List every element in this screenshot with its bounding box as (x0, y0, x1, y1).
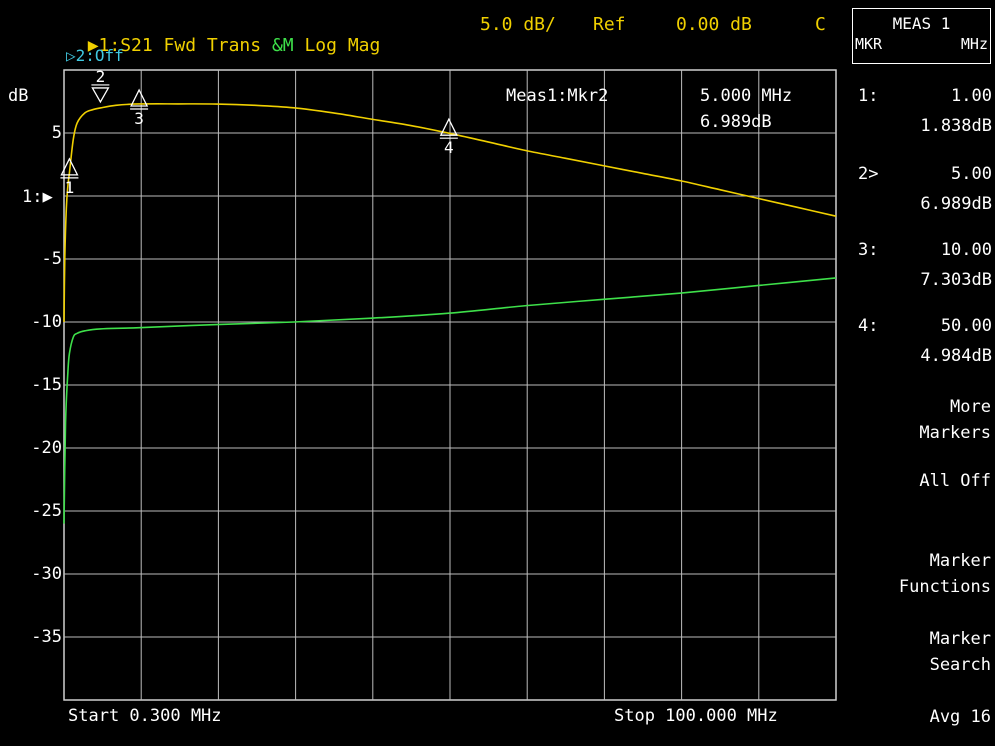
ref-level-indicator: 1:▶ (22, 187, 53, 207)
active-marker-freq: 5.000 MHz (700, 86, 793, 106)
trace1-format: Log Mag (304, 35, 381, 56)
y-tick-label: -5 (41, 249, 62, 269)
memory-trace-line (63, 277, 837, 524)
marker-1-flag: 1 (60, 157, 79, 197)
y-tick-label: 5 (51, 123, 62, 143)
y-unit-label: dB (8, 86, 29, 106)
meas-title: MEAS 1 (892, 14, 951, 33)
marker-3-flag: 3 (130, 88, 149, 128)
marker-freq: 5.00 (951, 164, 992, 184)
marker-value: 1.838dB (920, 116, 992, 136)
marker-row-2[interactable]: 2> 5.00 6.989dB (858, 164, 992, 224)
stop-frequency[interactable]: Stop 100.000 MHz (614, 706, 778, 726)
ref-label: Ref (593, 14, 626, 35)
start-frequency[interactable]: Start 0.300 MHz (68, 706, 222, 726)
y-tick-label: -35 (31, 627, 62, 647)
coupling-indicator: C (815, 14, 826, 35)
mhz-column-label: MHz (960, 35, 988, 53)
marker-value: 7.303dB (920, 270, 992, 290)
softkey-line1: Marker (929, 629, 991, 649)
marker-row-4[interactable]: 4: 50.00 4.984dB (858, 316, 992, 376)
y-tick-label: -25 (31, 501, 62, 521)
ref-value: 0.00 dB (676, 14, 752, 35)
marker-id: 3: (858, 240, 879, 260)
marker-4-flag: 4 (439, 117, 458, 157)
softkey-line2: Functions (898, 577, 991, 597)
averaging-status: Avg 16 (845, 700, 995, 730)
scale-readout: 5.0 dB/ (480, 14, 556, 35)
softkey-line2: Markers (919, 423, 991, 443)
active-marker-label: Meas1:Mkr2 (506, 86, 609, 106)
ref-arrow-icon: ▶ (42, 187, 53, 207)
marker-id: 4: (858, 316, 879, 336)
marker-id: 1: (858, 86, 879, 106)
softkey-line1: Marker (929, 551, 991, 571)
marker-number: 2 (96, 67, 106, 86)
marker-search-softkey[interactable]: Marker Search (845, 622, 995, 682)
marker-functions-softkey[interactable]: Marker Functions (845, 544, 995, 604)
marker-freq: 1.00 (951, 86, 992, 106)
marker-freq: 10.00 (940, 240, 992, 260)
trace-plot[interactable]: 1 2 3 4 (0, 0, 850, 746)
marker-row-3[interactable]: 3: 10.00 7.303dB (858, 240, 992, 300)
y-tick-label: -20 (31, 438, 62, 458)
marker-triangle (91, 87, 110, 104)
softkey-line1: All Off (919, 471, 991, 491)
marker-triangle (439, 117, 458, 136)
y-tick-label: -30 (31, 564, 62, 584)
marker-2-flag: 2 (91, 67, 110, 104)
marker-value: 4.984dB (920, 346, 992, 366)
all-off-softkey[interactable]: All Off (845, 464, 995, 504)
marker-row-1[interactable]: 1: 1.00 1.838dB (858, 86, 992, 146)
marker-flags: 1 2 3 4 (60, 67, 458, 197)
graticule (63, 69, 837, 701)
marker-number: 1 (65, 178, 75, 197)
more-markers-softkey[interactable]: More Markers (845, 390, 995, 450)
marker-triangle (60, 157, 79, 176)
trace2-status[interactable]: ▷2:Off (66, 46, 124, 65)
trace1-header: ▶1:S21 Fwd Trans &M Log Mag (66, 14, 381, 56)
softkey-line2: Search (929, 655, 991, 675)
marker-triangle (130, 88, 149, 107)
marker-freq: 50.00 (940, 316, 992, 336)
trace1-prefix: ▶1: (87, 35, 121, 56)
marker-number: 3 (134, 109, 144, 128)
softkey-line1: More (950, 397, 991, 417)
trace1-line (63, 103, 837, 323)
trace1-label: S21 Fwd Trans (120, 35, 262, 56)
marker-id: 2> (858, 164, 879, 184)
meas-title-box: MEAS 1 MKR MHz (852, 8, 991, 64)
marker-number: 4 (444, 138, 454, 157)
mkr-column-label: MKR (855, 35, 883, 53)
marker-value: 6.989dB (920, 194, 992, 214)
avg-label: Avg 16 (929, 707, 991, 727)
y-tick-label: -15 (31, 375, 62, 395)
ref-level-label: 1: (22, 187, 43, 207)
y-tick-label: -10 (31, 312, 62, 332)
traces (63, 103, 837, 524)
active-marker-value: 6.989dB (700, 112, 772, 132)
trace1-memory: &M (271, 35, 294, 56)
